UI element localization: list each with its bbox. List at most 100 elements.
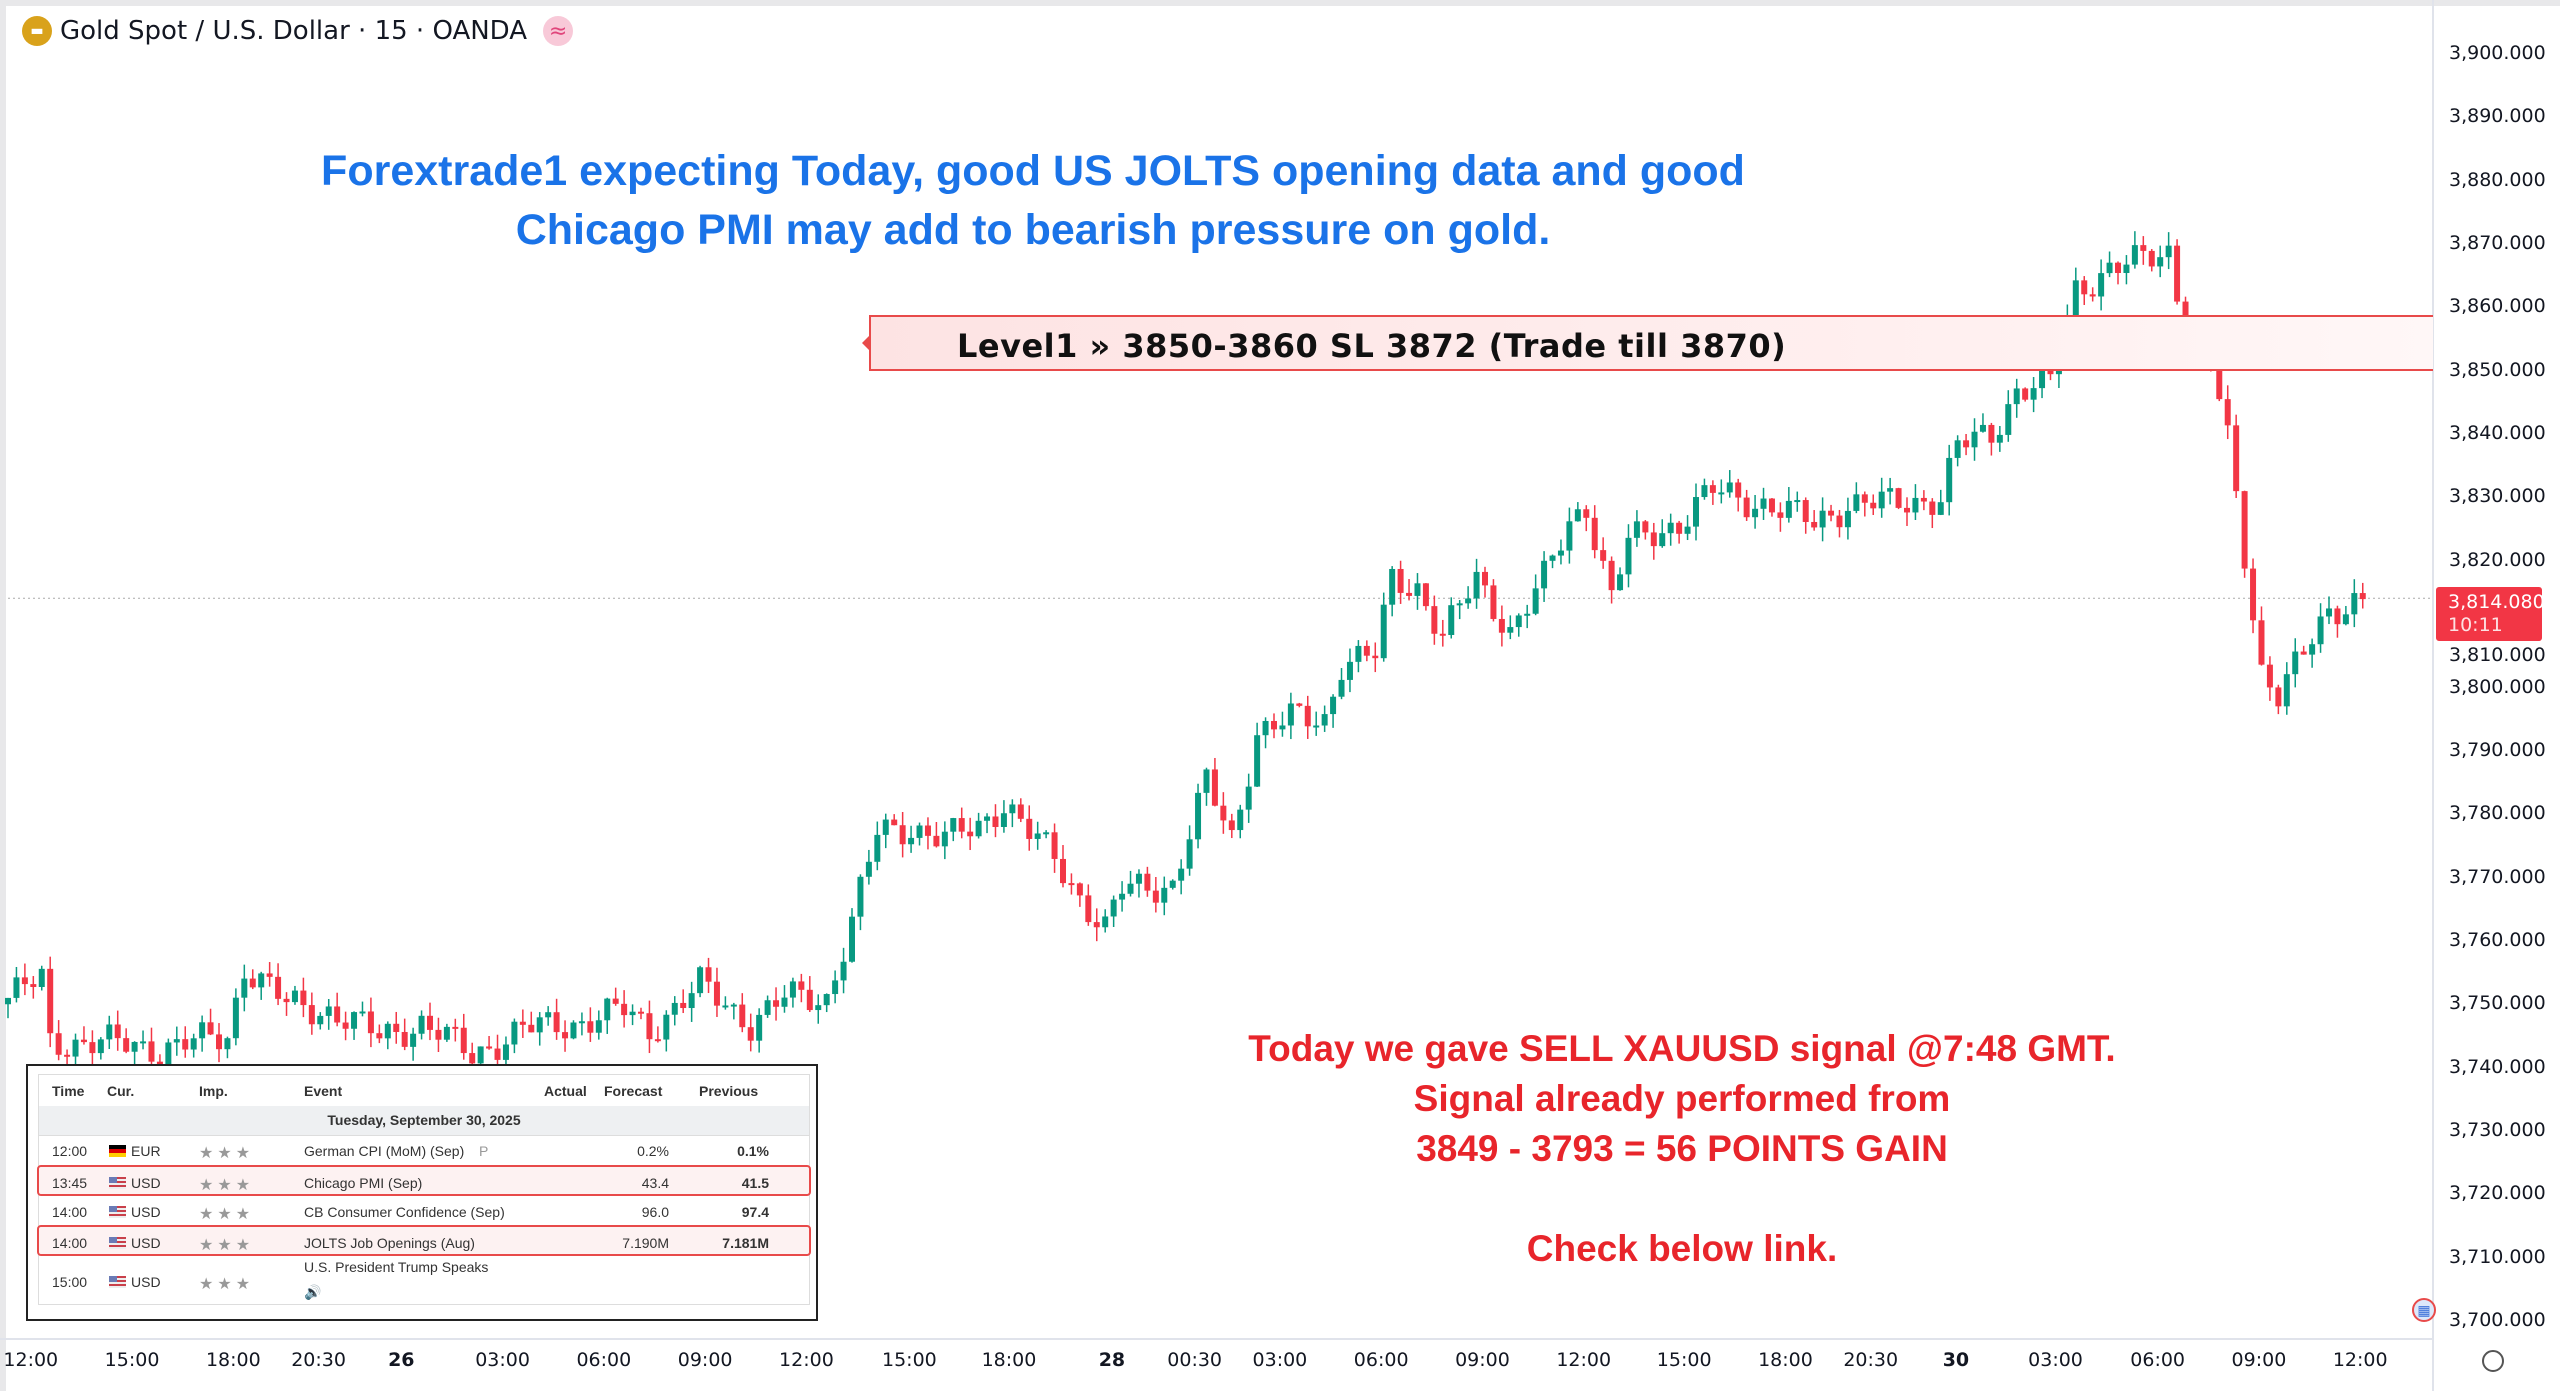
- candle-down: [21, 977, 28, 985]
- candle-down: [1988, 424, 1995, 443]
- candle-up: [1979, 424, 1986, 432]
- calendar-time: 14:00: [52, 1204, 88, 1220]
- candle-down: [30, 984, 37, 988]
- candle-up: [941, 831, 948, 847]
- candle-up: [1946, 457, 1953, 503]
- candle-up: [1659, 533, 1666, 547]
- candle-up: [2005, 404, 2012, 435]
- candle-up: [1009, 804, 1016, 814]
- candle-up: [2165, 245, 2172, 258]
- candle-down: [469, 1053, 476, 1064]
- time-tick-label: 09:00: [2231, 1349, 2287, 1371]
- candle-up: [1262, 720, 1269, 736]
- candle-up: [1996, 434, 2003, 443]
- candle-up: [1465, 598, 1472, 604]
- candle-down: [1777, 512, 1784, 518]
- calendar-date-row: Tuesday, September 30, 2025: [39, 1106, 809, 1136]
- candle-up: [1667, 522, 1674, 534]
- candle-down: [519, 1021, 526, 1025]
- calendar-event: JOLTS Job Openings (Aug): [304, 1235, 475, 1251]
- candle-up: [410, 1033, 417, 1047]
- candle-down: [1228, 820, 1235, 831]
- time-tick-label: 26: [388, 1349, 415, 1371]
- calendar-row[interactable]: 14:00 USD ★★★ CB Consumer Confidence (Sep) 9…: [39, 1196, 809, 1225]
- price-tick-label: 3,700.000: [2449, 1309, 2546, 1331]
- calendar-row[interactable]: 12:00 EUR ★★★ German CPI (MoM) (Sep) P 0.2% 0.…: [39, 1135, 809, 1165]
- candle-up: [697, 967, 704, 994]
- candle-up: [815, 1005, 822, 1011]
- candle-down: [1768, 498, 1775, 513]
- time-tick-label: 12:00: [779, 1349, 834, 1371]
- approx-wave-icon[interactable]: ≈: [543, 16, 574, 46]
- candle-down: [924, 825, 931, 836]
- forecast-annotation: Forextrade1 expecting Today, good US JOL…: [120, 142, 1946, 260]
- price-tick-label: 3,870.000: [2449, 232, 2546, 255]
- us-flag-icon: [109, 1177, 126, 1189]
- candle-down: [2216, 359, 2223, 400]
- time-tick-label: 09:00: [1455, 1349, 1510, 1371]
- candle-down: [933, 835, 940, 847]
- candle-up: [545, 1012, 552, 1018]
- candle-up: [1034, 833, 1041, 839]
- candle-up: [97, 1039, 104, 1054]
- globe-icon[interactable]: ▦: [2412, 1298, 2436, 1322]
- candle-up: [1178, 868, 1185, 881]
- candle-down: [1828, 510, 1835, 516]
- candle-up: [823, 994, 830, 1006]
- level1-label: Level1 » 3850-3860 SL 3872 (Trade till 3…: [957, 327, 1787, 365]
- candle-down: [2266, 664, 2273, 688]
- candle-up: [1380, 604, 1387, 659]
- candle-up: [1245, 786, 1252, 810]
- candle-up: [1321, 714, 1328, 726]
- level-notch: [862, 335, 870, 351]
- candle-up: [1726, 482, 1733, 493]
- time-tick-label: 20:30: [1843, 1349, 1899, 1371]
- candle-up: [1473, 571, 1480, 599]
- candle-down: [705, 967, 712, 982]
- calendar-previous: 7.181M: [722, 1235, 769, 1251]
- calendar-row[interactable]: 13:45 USD ★★★ Chicago PMI (Sep) 43.4 41.5: [37, 1165, 811, 1196]
- candle-up: [1338, 679, 1345, 697]
- level1-zone[interactable]: Level1 » 3850-3860 SL 3872 (Trade till 3…: [869, 315, 2433, 371]
- candle-up: [1279, 725, 1286, 730]
- candle-down: [1093, 922, 1100, 928]
- candle-down: [562, 1032, 569, 1039]
- time-tick-label: 30: [1942, 1349, 1970, 1371]
- candle-up: [1389, 568, 1396, 605]
- candle-up: [1254, 735, 1261, 787]
- candle-up: [511, 1021, 518, 1045]
- candle-up: [595, 1020, 602, 1033]
- time-tick-label: 12:00: [3, 1349, 59, 1371]
- candle-up: [351, 1012, 358, 1029]
- candle-down: [156, 1061, 163, 1065]
- current-price: 3,814.080: [2448, 591, 2545, 613]
- candle-down: [1608, 560, 1615, 591]
- candle-up: [840, 961, 847, 981]
- time-tick-label: 09:00: [677, 1349, 733, 1371]
- candle-down: [123, 1038, 130, 1052]
- settings-icon[interactable]: [2482, 1350, 2504, 1372]
- candle-down: [1861, 494, 1868, 503]
- candle-up: [882, 819, 889, 835]
- calendar-row[interactable]: 15:00 USD ★★★ U.S. President Trump Speaks 🔊: [39, 1256, 809, 1302]
- candle-down: [1583, 509, 1590, 518]
- candle-up: [317, 1015, 324, 1025]
- candle-up: [2326, 608, 2332, 617]
- candle-up: [1346, 661, 1353, 680]
- candle-down: [1026, 818, 1033, 839]
- candle-up: [1237, 809, 1244, 831]
- candle-down: [638, 1011, 644, 1014]
- symbol-header[interactable]: ▬ Gold Spot / U.S. Dollar · 15 · OANDA ≈: [22, 16, 574, 46]
- calendar-date: Tuesday, September 30, 2025: [327, 1112, 521, 1128]
- calendar-row[interactable]: 14:00 USD ★★★ JOLTS Job Openings (Aug) 7.190…: [37, 1225, 811, 1256]
- candle-up: [1844, 510, 1851, 528]
- candle-up: [1937, 502, 1944, 515]
- calendar-forecast: 0.2%: [637, 1143, 669, 1159]
- candle-down: [64, 1054, 71, 1057]
- candle-down: [1296, 703, 1303, 706]
- price-tick-label: 3,840.000: [2449, 422, 2546, 445]
- calendar-event: German CPI (MoM) (Sep): [304, 1143, 465, 1159]
- candle-up: [2072, 280, 2079, 318]
- candle-up: [199, 1022, 206, 1039]
